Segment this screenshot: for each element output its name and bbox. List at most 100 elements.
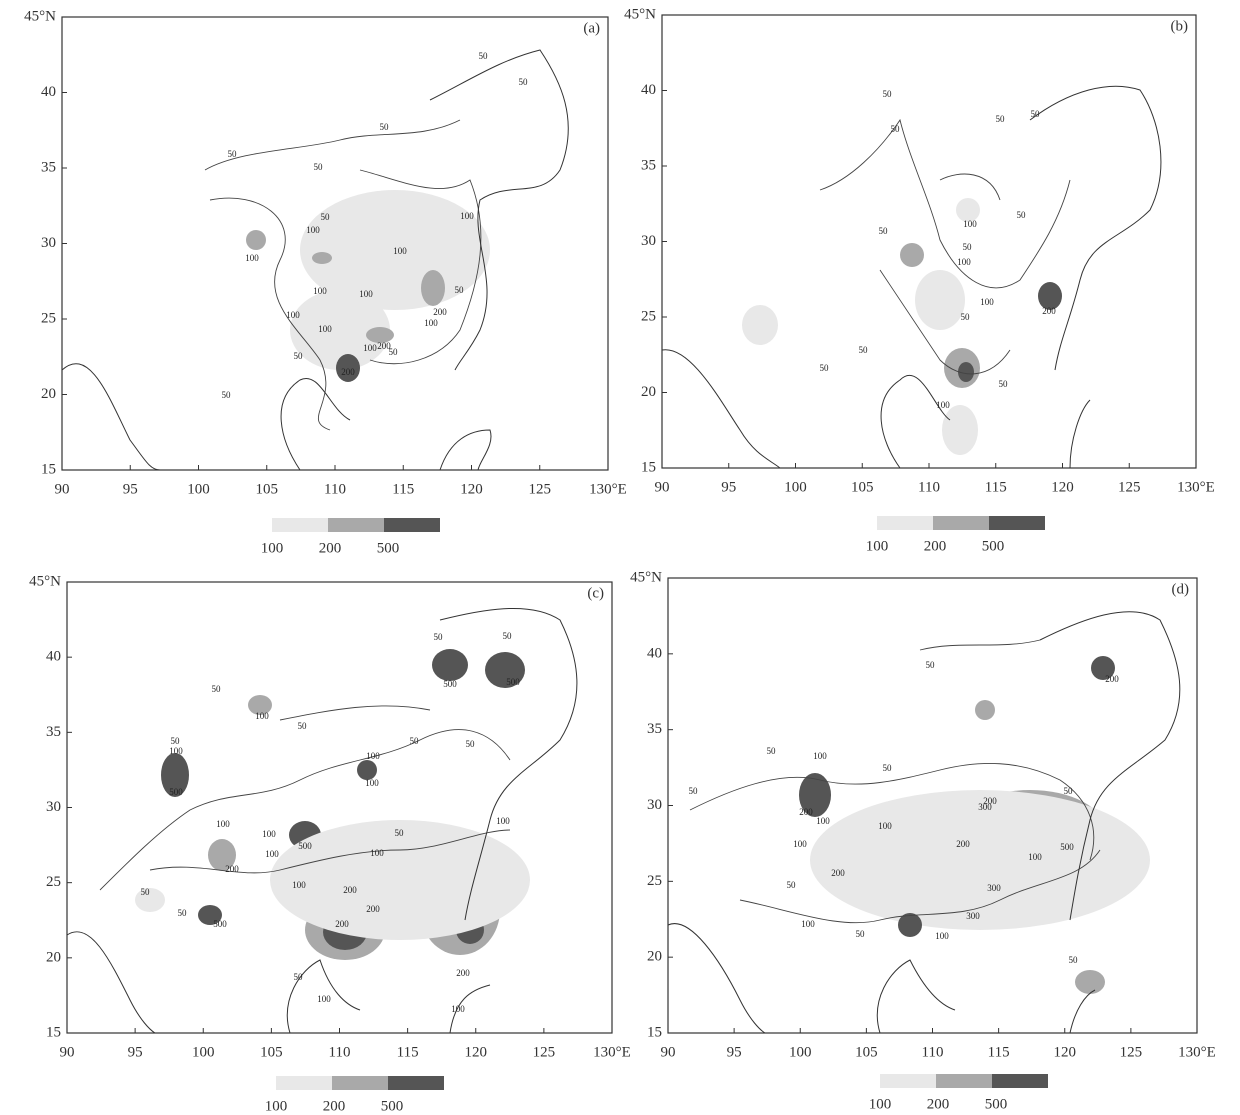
x-tick-label: 110 bbox=[329, 1044, 351, 1060]
contour-label: 100 bbox=[306, 225, 320, 235]
contour-label: 50 bbox=[767, 746, 777, 756]
y-tick-label: 40 bbox=[647, 645, 662, 661]
contour-label: 50 bbox=[891, 124, 901, 134]
contour-label: 300 bbox=[987, 883, 1001, 893]
map-panel: 90 95 100 105 110 115 120 125 130°E 15 20 25 30 35 40 4… bbox=[624, 6, 1215, 554]
y-tick-label: 45°N bbox=[24, 8, 56, 24]
shaded-area bbox=[975, 700, 995, 720]
x-tick-label: 125 bbox=[533, 1044, 556, 1060]
legend-swatch bbox=[328, 518, 384, 532]
x-tick-label: 120 bbox=[460, 481, 483, 497]
y-tick-label: 45°N bbox=[624, 6, 656, 22]
y-tick-label: 30 bbox=[41, 235, 56, 251]
contour-label: 100 bbox=[496, 816, 510, 826]
legend-swatch bbox=[880, 1074, 936, 1088]
contour-label: 50 bbox=[856, 929, 866, 939]
map-panel: 90 95 100 105 110 115 120 125 130°E 15 20 25 30 35 40 4… bbox=[29, 573, 631, 1114]
legend-swatch bbox=[936, 1074, 992, 1088]
legend-label: 100 bbox=[261, 540, 284, 556]
contour-label: 100 bbox=[963, 219, 977, 229]
contour-label: 200 bbox=[433, 307, 447, 317]
contour-label: 100 bbox=[318, 324, 332, 334]
coastline bbox=[61, 49, 569, 471]
x-tick-label: 125 bbox=[1120, 1044, 1143, 1060]
contour-label: 100 bbox=[363, 343, 377, 353]
coastline bbox=[661, 85, 1162, 469]
contour-label: 100 bbox=[169, 746, 183, 756]
legend-label: 500 bbox=[982, 538, 1005, 554]
shaded-area bbox=[421, 270, 445, 306]
contour-label: 500 bbox=[169, 787, 183, 797]
legend-label: 100 bbox=[866, 538, 889, 554]
contour-label: 100 bbox=[292, 880, 306, 890]
y-tick-label: 35 bbox=[41, 159, 56, 175]
contour-label: 50 bbox=[434, 632, 444, 642]
x-tick-label: 105 bbox=[260, 1044, 283, 1060]
shaded-area bbox=[246, 230, 266, 250]
contour-label: 50 bbox=[787, 880, 797, 890]
y-tick-label: 15 bbox=[41, 461, 56, 477]
contour-label: 50 bbox=[820, 363, 830, 373]
contour-label: 50 bbox=[479, 51, 489, 61]
y-tick-label: 45°N bbox=[630, 569, 662, 585]
contour-line bbox=[819, 118, 1071, 375]
shaded-area bbox=[1091, 656, 1115, 680]
contour-label: 200 bbox=[341, 367, 355, 377]
legend-label: 500 bbox=[985, 1096, 1008, 1112]
x-tick-label: 115 bbox=[392, 481, 414, 497]
coastline bbox=[667, 611, 1181, 1034]
legend-label: 100 bbox=[265, 1098, 288, 1114]
contour-label: 200 bbox=[343, 885, 357, 895]
contour-label: 50 bbox=[228, 149, 238, 159]
y-tick-label: 20 bbox=[641, 384, 656, 400]
contour-label: 200 bbox=[983, 796, 997, 806]
x-tick-label: 95 bbox=[128, 1044, 143, 1060]
shaded-area bbox=[915, 270, 965, 330]
contour-label: 50 bbox=[1017, 210, 1027, 220]
legend-swatch bbox=[272, 518, 328, 532]
legend-swatch bbox=[992, 1074, 1048, 1088]
map-frame bbox=[661, 14, 1197, 469]
contour-label: 50 bbox=[141, 887, 151, 897]
shaded-area bbox=[900, 243, 924, 267]
map-panel: 90 95 100 105 110 115 120 125 130°E 15 20 25 30 35 40 4… bbox=[630, 569, 1216, 1112]
x-tick-label: 130°E bbox=[1177, 479, 1215, 495]
x-tick-label: 125 bbox=[529, 481, 552, 497]
shaded-area bbox=[248, 695, 272, 715]
contour-label: 100 bbox=[313, 286, 327, 296]
contour-label: 100 bbox=[265, 849, 279, 859]
y-tick-label: 35 bbox=[46, 724, 61, 740]
contour-label: 100 bbox=[255, 711, 269, 721]
legend-label: 200 bbox=[319, 540, 342, 556]
shaded-area bbox=[942, 405, 978, 455]
legend-label: 200 bbox=[927, 1096, 950, 1112]
contour-label: 200 bbox=[831, 868, 845, 878]
x-tick-label: 125 bbox=[1118, 479, 1141, 495]
y-tick-label: 20 bbox=[41, 386, 56, 402]
contour-label: 100 bbox=[359, 289, 373, 299]
y-tick-label: 30 bbox=[647, 797, 662, 813]
panel-label: (a) bbox=[583, 20, 600, 36]
shaded-area bbox=[208, 839, 236, 871]
contour-label: 50 bbox=[879, 226, 889, 236]
shaded-area bbox=[1075, 970, 1105, 994]
contour-label: 50 bbox=[455, 285, 465, 295]
contour-label: 50 bbox=[999, 379, 1009, 389]
contour-label: 50 bbox=[1031, 109, 1041, 119]
x-tick-label: 110 bbox=[324, 481, 346, 497]
y-tick-label: 35 bbox=[647, 721, 662, 737]
contour-label: 100 bbox=[216, 819, 230, 829]
map-panel: 90 95 100 105 110 115 120 125 130°E 15 20 25 30 35 40 4… bbox=[24, 8, 627, 556]
contour-label: 100 bbox=[980, 297, 994, 307]
legend-swatch bbox=[933, 516, 989, 530]
contour-label: 50 bbox=[314, 162, 324, 172]
contour-label: 100 bbox=[1028, 852, 1042, 862]
y-tick-label: 15 bbox=[647, 1024, 662, 1040]
contour-label: 300 bbox=[966, 911, 980, 921]
contour-label: 200 bbox=[366, 904, 380, 914]
contour-label: 50 bbox=[926, 660, 936, 670]
shaded-area bbox=[270, 820, 530, 940]
contour-label: 100 bbox=[393, 246, 407, 256]
y-tick-label: 30 bbox=[46, 799, 61, 815]
contour-label: 100 bbox=[936, 400, 950, 410]
